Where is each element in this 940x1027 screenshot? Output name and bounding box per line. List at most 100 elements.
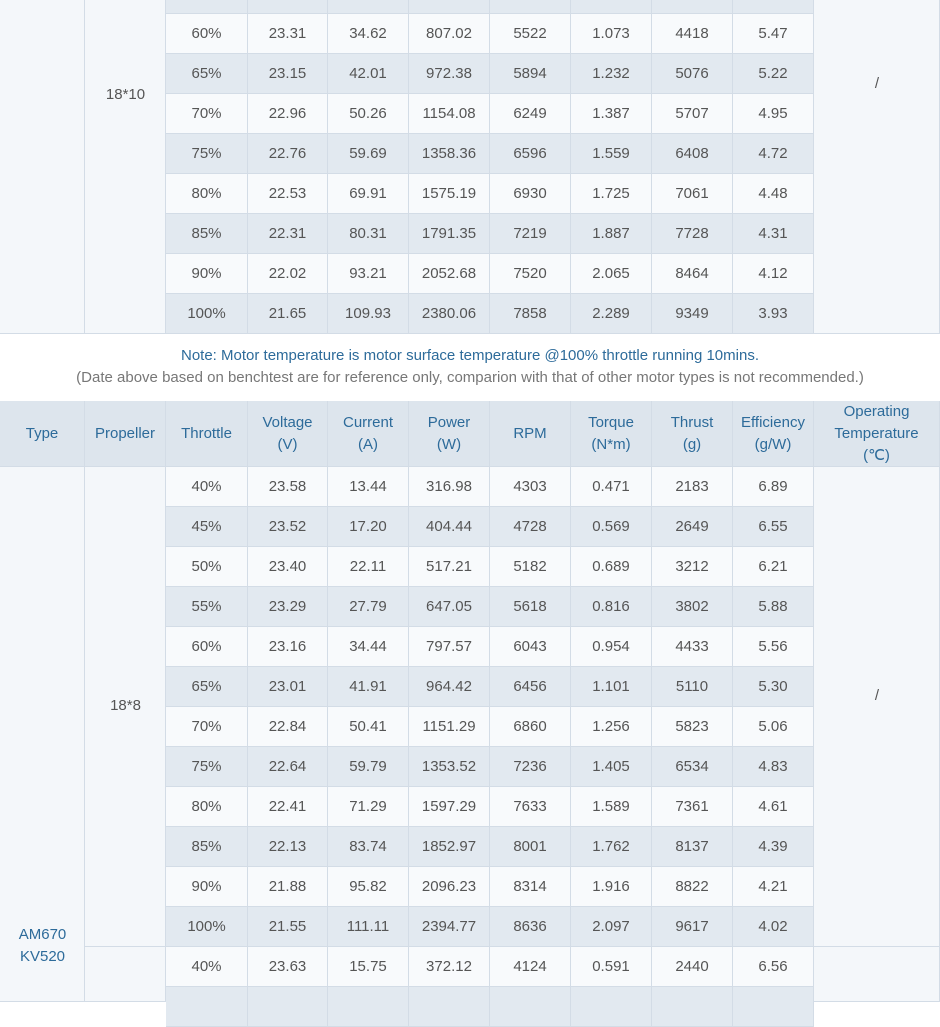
table-cell: 23.16 [248, 627, 328, 667]
table-cell: 75% [166, 134, 248, 174]
header-cell: RPM [490, 401, 571, 467]
table-cell: 8464 [652, 254, 733, 294]
table-cell: 22.02 [248, 254, 328, 294]
table-cell: 1.387 [571, 94, 652, 134]
table-cell: 4.02 [733, 907, 814, 947]
header-cell: Power (W) [409, 401, 490, 467]
table-cell: 8314 [490, 867, 571, 907]
table-cell: 517.21 [409, 547, 490, 587]
table-cell: 4418 [652, 14, 733, 54]
type-cell [0, 0, 85, 334]
table-cell: 50% [166, 547, 248, 587]
table-cell: 22.41 [248, 787, 328, 827]
table-cell: 6.55 [733, 507, 814, 547]
table-cell: 3802 [652, 587, 733, 627]
table-cell: 5894 [490, 54, 571, 94]
header-text: RPM [513, 424, 547, 442]
table-cell: 2.289 [571, 294, 652, 334]
header-text: (V) [277, 435, 298, 453]
table-cell: 23.52 [248, 507, 328, 547]
table-cell: 13.44 [328, 467, 409, 507]
table-cell [248, 987, 328, 1027]
table-cell: 2096.23 [409, 867, 490, 907]
table-cell: 65% [166, 667, 248, 707]
table-cell: 1.589 [571, 787, 652, 827]
header-text: (g) [682, 435, 702, 453]
table-cell: 5618 [490, 587, 571, 627]
table-cell: 1575.19 [409, 174, 490, 214]
header-text: Efficiency [741, 413, 805, 431]
table-cell: 6249 [490, 94, 571, 134]
table-cell: 85% [166, 827, 248, 867]
header-cell: Current (A) [328, 401, 409, 467]
table-cell: 22.84 [248, 707, 328, 747]
operating-cell [814, 0, 940, 334]
header-text: Power [427, 413, 471, 431]
table-cell: 2380.06 [409, 294, 490, 334]
table-cell: 1154.08 [409, 94, 490, 134]
table-cell: 4.21 [733, 867, 814, 907]
header-cell: Thrust (g) [652, 401, 733, 467]
table-cell: 964.42 [409, 667, 490, 707]
table-cell: 100% [166, 907, 248, 947]
table-cell: 85% [166, 214, 248, 254]
propeller-cell [85, 947, 166, 1002]
table-cell [490, 0, 571, 14]
table-cell: 23.58 [248, 467, 328, 507]
table-cell: 34.62 [328, 14, 409, 54]
table-cell: 8636 [490, 907, 571, 947]
table-cell: 0.816 [571, 587, 652, 627]
header-text: Throttle [181, 424, 232, 442]
header-text: Propeller [94, 424, 156, 442]
table-cell: 7728 [652, 214, 733, 254]
table-cell: 4.72 [733, 134, 814, 174]
table-cell: 50.41 [328, 707, 409, 747]
table-cell: 5823 [652, 707, 733, 747]
header-text: Type [25, 424, 59, 442]
operating-cell [814, 947, 940, 1002]
table-cell [652, 0, 733, 14]
propeller-cell [85, 0, 166, 334]
table-cell: 4.48 [733, 174, 814, 214]
propeller-cell [85, 467, 166, 947]
table-cell: 6408 [652, 134, 733, 174]
table-cell: 100% [166, 294, 248, 334]
table-cell: 7236 [490, 747, 571, 787]
table-cell: 2649 [652, 507, 733, 547]
table-cell: 2440 [652, 947, 733, 987]
table-cell: 7520 [490, 254, 571, 294]
header-text: (W) [436, 435, 462, 453]
table-cell: 0.569 [571, 507, 652, 547]
table-cell: 70% [166, 94, 248, 134]
table-cell: 3212 [652, 547, 733, 587]
table-cell: 21.65 [248, 294, 328, 334]
note-line: (Date above based on benchtest are for r… [76, 369, 864, 386]
table-cell [409, 987, 490, 1027]
table-cell: 93.21 [328, 254, 409, 294]
propeller-label: 18*10 [105, 86, 146, 103]
table-cell: 23.29 [248, 587, 328, 627]
table-cell: 4728 [490, 507, 571, 547]
table-cell: 22.96 [248, 94, 328, 134]
table-cell: 1.232 [571, 54, 652, 94]
table-cell: 2.065 [571, 254, 652, 294]
table-cell: 1.916 [571, 867, 652, 907]
table-cell: 15.75 [328, 947, 409, 987]
table-cell: 1.725 [571, 174, 652, 214]
table-cell [571, 987, 652, 1027]
header-cell: Torque (N*m) [571, 401, 652, 467]
table-cell: 4.83 [733, 747, 814, 787]
table-cell: 1.256 [571, 707, 652, 747]
table-cell: 90% [166, 254, 248, 294]
table-cell: 69.91 [328, 174, 409, 214]
table-cell: 5110 [652, 667, 733, 707]
header-text: (℃) [863, 446, 890, 464]
table-cell: 404.44 [409, 507, 490, 547]
header-text: Thrust [670, 413, 714, 431]
table-cell: 17.20 [328, 507, 409, 547]
table-cell: 22.76 [248, 134, 328, 174]
table-cell: 6.89 [733, 467, 814, 507]
table-cell: 4.31 [733, 214, 814, 254]
table-cell: 90% [166, 867, 248, 907]
